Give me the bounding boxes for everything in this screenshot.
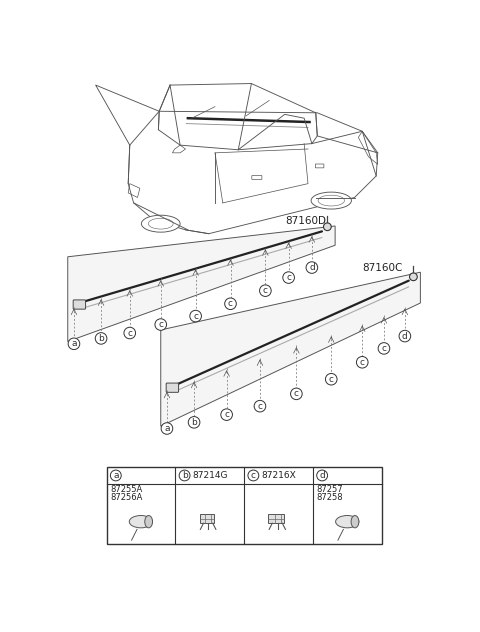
Text: b: b [98, 334, 104, 343]
Bar [107, 467, 382, 544]
Text: 87257: 87257 [317, 485, 343, 494]
Circle shape [317, 470, 327, 481]
Ellipse shape [129, 516, 153, 528]
Circle shape [95, 332, 107, 344]
Text: c: c [224, 410, 229, 419]
Ellipse shape [336, 516, 359, 528]
Ellipse shape [311, 192, 351, 209]
Text: c: c [127, 329, 132, 337]
Text: c: c [158, 320, 163, 329]
Ellipse shape [142, 216, 180, 232]
Circle shape [399, 331, 411, 342]
Text: 87160D: 87160D [285, 216, 326, 226]
Circle shape [324, 223, 331, 231]
Circle shape [306, 262, 318, 274]
Circle shape [248, 470, 259, 481]
Text: c: c [286, 273, 291, 282]
Circle shape [179, 470, 190, 481]
Text: c: c [360, 358, 365, 367]
Text: a: a [164, 424, 170, 433]
Circle shape [190, 310, 202, 322]
Text: 87216X: 87216X [261, 471, 296, 480]
Text: c: c [329, 375, 334, 384]
Circle shape [68, 338, 80, 349]
Text: 87160C: 87160C [362, 263, 403, 272]
Circle shape [260, 285, 271, 296]
Text: d: d [402, 332, 408, 341]
Circle shape [188, 416, 200, 428]
Text: a: a [71, 339, 77, 348]
FancyBboxPatch shape [200, 514, 214, 523]
Circle shape [221, 409, 232, 420]
Circle shape [161, 423, 173, 434]
Text: c: c [263, 286, 268, 295]
FancyBboxPatch shape [73, 300, 85, 309]
Ellipse shape [145, 516, 153, 528]
Text: c: c [382, 344, 386, 353]
Text: a: a [113, 471, 119, 480]
Circle shape [283, 272, 294, 283]
FancyBboxPatch shape [268, 514, 284, 523]
Text: d: d [319, 471, 325, 480]
FancyBboxPatch shape [252, 176, 262, 179]
FancyBboxPatch shape [166, 383, 179, 392]
Text: c: c [251, 471, 256, 480]
Circle shape [225, 298, 236, 310]
Text: c: c [193, 312, 198, 320]
Text: c: c [257, 402, 263, 411]
Circle shape [155, 319, 167, 331]
Ellipse shape [351, 516, 359, 528]
Circle shape [254, 401, 266, 412]
Text: 87256A: 87256A [110, 493, 143, 502]
Text: d: d [309, 263, 315, 272]
Circle shape [409, 273, 417, 281]
Circle shape [357, 356, 368, 368]
Circle shape [110, 470, 121, 481]
Polygon shape [161, 272, 420, 426]
Circle shape [124, 327, 135, 339]
FancyBboxPatch shape [315, 164, 324, 168]
Text: c: c [228, 300, 233, 308]
Text: b: b [191, 418, 197, 427]
Polygon shape [68, 226, 335, 341]
Text: b: b [182, 471, 188, 480]
Text: 87255A: 87255A [110, 485, 143, 494]
Circle shape [290, 388, 302, 399]
Circle shape [325, 374, 337, 385]
Text: 87214G: 87214G [192, 471, 228, 480]
Text: 87258: 87258 [317, 493, 343, 502]
Text: c: c [294, 389, 299, 398]
Circle shape [378, 343, 390, 354]
